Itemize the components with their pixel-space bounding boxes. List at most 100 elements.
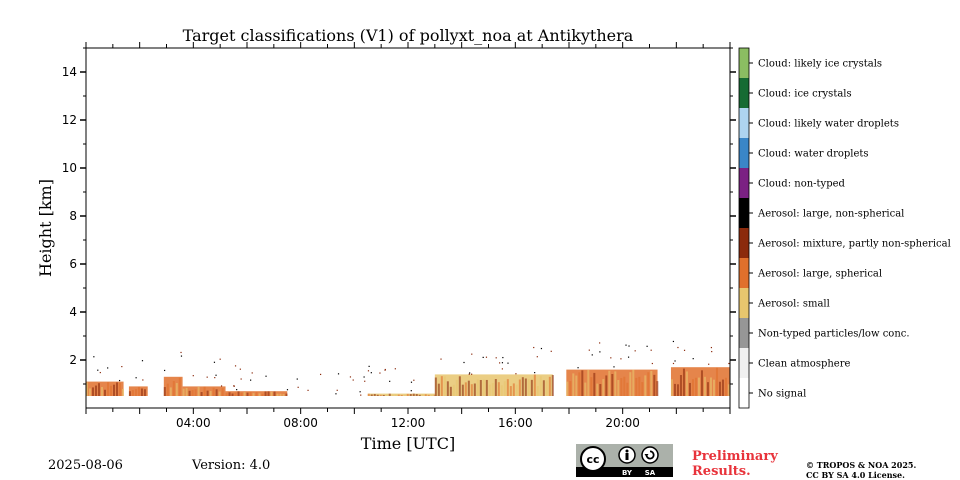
- y-tick-label: 4: [69, 305, 77, 319]
- segment-speckle: [169, 387, 172, 396]
- segment-speckle: [464, 382, 467, 396]
- segment-speckle: [163, 387, 166, 396]
- segment-speckle: [718, 381, 721, 396]
- segment-point: [485, 356, 488, 358]
- by-person-body: [625, 453, 629, 460]
- segment-point: [440, 358, 442, 360]
- colorbar-label: Aerosol: small: [757, 299, 830, 310]
- segment-speckle: [373, 393, 376, 396]
- segment-speckle: [113, 384, 115, 396]
- segment-speckle: [575, 375, 578, 396]
- segment-speckle: [143, 389, 146, 396]
- colorbar-swatch: [739, 198, 749, 228]
- segment-speckle: [394, 394, 397, 396]
- segment-speckle: [252, 393, 255, 396]
- y-tick-label: 14: [62, 65, 77, 79]
- segment-speckle: [218, 391, 221, 396]
- segment-speckle: [548, 376, 551, 396]
- segment-point: [142, 379, 144, 381]
- segment-point: [337, 373, 340, 375]
- segment-speckle: [110, 385, 112, 396]
- cc-license-badge[interactable]: cc BY SA: [576, 444, 673, 477]
- segment-point: [499, 362, 501, 364]
- segment-speckle: [521, 377, 524, 396]
- segment-speckle: [605, 375, 608, 396]
- segment-speckle: [243, 392, 246, 396]
- segment-speckle: [635, 377, 638, 396]
- y-axis: 2 4 6 8 10 12 14: [62, 47, 736, 385]
- segment-fill: [367, 393, 435, 396]
- colorbar-swatch: [739, 228, 749, 258]
- x-tick-label: 16:00: [498, 416, 533, 430]
- data-layer: [86, 340, 730, 396]
- segment-speckle: [581, 370, 584, 396]
- preliminary-notice: Preliminary Results.: [692, 449, 778, 479]
- segment-speckle: [590, 377, 593, 396]
- segment-point: [234, 365, 237, 367]
- segment-speckle: [551, 375, 554, 396]
- x-tick-label: 08:00: [283, 416, 318, 430]
- segment-point: [610, 357, 612, 359]
- segment-point: [233, 385, 235, 387]
- segment-point: [233, 385, 235, 387]
- segment-speckle: [172, 381, 175, 396]
- segment-speckle: [566, 381, 569, 396]
- segment-speckle: [415, 394, 418, 396]
- x-axis-label: Time [UTC]: [361, 434, 455, 453]
- y-tick-label: 2: [69, 353, 77, 367]
- segment-speckle: [524, 378, 527, 396]
- segment-point: [297, 386, 299, 388]
- segment-speckle: [270, 391, 273, 396]
- segment-speckle: [98, 383, 100, 396]
- segment-point: [141, 360, 144, 362]
- segment-point: [672, 340, 675, 343]
- segment-point: [646, 345, 648, 347]
- segment-speckle: [506, 379, 509, 396]
- segment-point: [379, 372, 381, 374]
- colorbar-label: Cloud: likely ice crystals: [758, 59, 882, 70]
- colorbar-swatch: [739, 78, 749, 108]
- segment-point: [410, 381, 413, 383]
- segment-speckle: [721, 379, 724, 396]
- segment-point: [206, 376, 208, 378]
- segment-speckle: [258, 393, 261, 396]
- segment-point: [515, 373, 517, 375]
- plot-background: [86, 48, 730, 408]
- segment-speckle: [578, 372, 581, 396]
- segment-point: [215, 374, 217, 376]
- x-axis: 04:00 08:00 12:00 16:00 20:00: [85, 42, 731, 430]
- segment-point: [394, 368, 396, 370]
- segment-speckle: [542, 380, 545, 396]
- segment-speckle: [409, 394, 412, 396]
- segment-speckle: [225, 393, 228, 396]
- segment-speckle: [518, 379, 521, 396]
- segment-point: [213, 361, 216, 363]
- data-segment: [296, 373, 366, 396]
- segment-point: [468, 373, 470, 375]
- segment-speckle: [406, 393, 409, 396]
- segment-speckle: [482, 379, 485, 396]
- segment-speckle: [527, 379, 530, 396]
- segment-point: [471, 373, 473, 375]
- segment-point: [251, 372, 253, 374]
- segment-point: [507, 362, 509, 364]
- segment-speckle: [185, 387, 188, 396]
- segment-speckle: [209, 390, 212, 396]
- segment-speckle: [691, 379, 694, 396]
- segment-point: [588, 349, 590, 351]
- segment-speckle: [473, 383, 476, 396]
- segment-point: [410, 390, 412, 392]
- segment-speckle: [89, 388, 91, 396]
- segment-speckle: [470, 384, 473, 396]
- segment-point: [501, 362, 504, 364]
- segment-point: [677, 346, 679, 349]
- segment-point: [534, 372, 536, 374]
- segment-speckle: [282, 394, 285, 396]
- x-tick-label: 04:00: [176, 416, 211, 430]
- segment-point: [389, 380, 391, 382]
- segment-speckle: [379, 394, 382, 396]
- segment-speckle: [491, 383, 494, 396]
- segment-point: [121, 365, 123, 368]
- segment-speckle: [437, 383, 440, 396]
- segment-point: [533, 346, 535, 349]
